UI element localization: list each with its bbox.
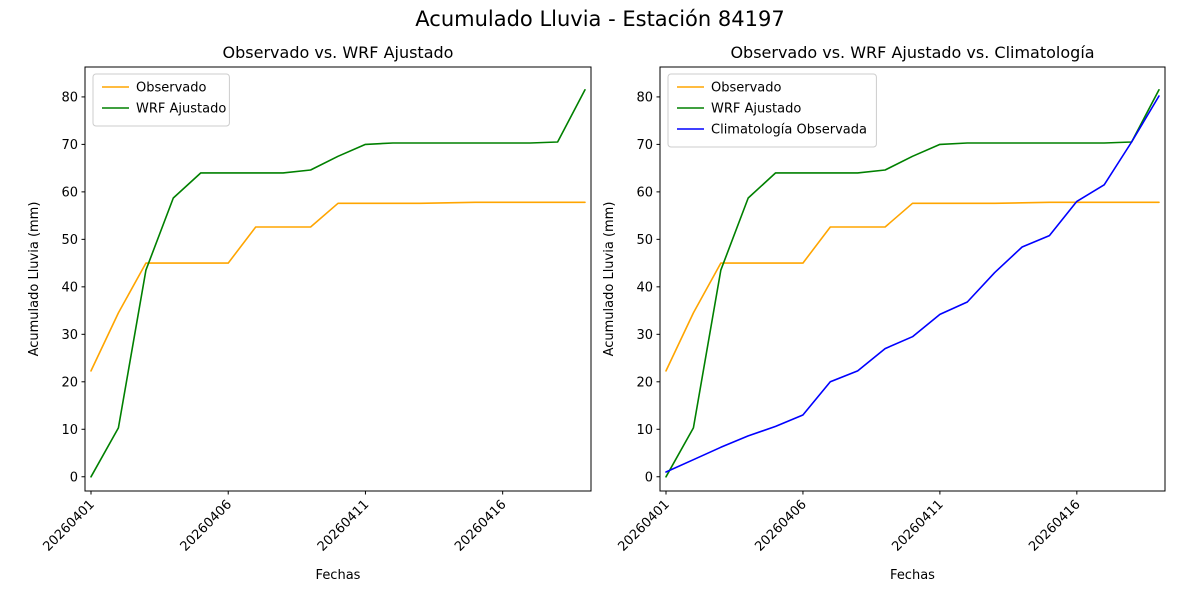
series-line-wrf-ajustado bbox=[665, 89, 1160, 478]
x-axis-label: Fechas bbox=[890, 568, 935, 583]
x-tick-label: 20260406 bbox=[178, 497, 235, 554]
legend-box bbox=[667, 73, 877, 148]
y-tick-label: 0 bbox=[645, 470, 653, 485]
series-line-observado bbox=[665, 201, 1160, 372]
y-tick-label: 30 bbox=[636, 328, 653, 343]
y-tick-label: 30 bbox=[61, 328, 78, 343]
axes-spines bbox=[659, 66, 1166, 492]
y-axis-label: Acumulado Lluvia (mm) bbox=[27, 202, 42, 357]
series-line-observado bbox=[90, 201, 586, 372]
chart-1-canvas: Observado vs. WRF Ajustado vs. Climatolo… bbox=[602, 43, 1166, 583]
y-tick-label: 20 bbox=[636, 375, 653, 390]
legend: Observado WRF Ajustado Climatología Observ… bbox=[667, 73, 877, 148]
legend-label-climatolog-a-observada: Climatología Observada bbox=[711, 123, 867, 138]
y-tick-label: 60 bbox=[636, 185, 653, 200]
legend-label-observado: Observado bbox=[136, 81, 207, 96]
legend: Observado WRF Ajustado bbox=[92, 73, 230, 127]
y-tick-label: 40 bbox=[61, 280, 78, 295]
y-tick-label: 20 bbox=[61, 375, 78, 390]
x-tick-label: 20260411 bbox=[889, 497, 946, 554]
subplot-observado-wrf-climatologia: Observado vs. WRF Ajustado vs. Climatolo… bbox=[600, 40, 1200, 600]
x-tick-label: 20260416 bbox=[452, 497, 509, 554]
chart-0-canvas: Observado vs. WRF Ajustado 0 10 20 30 40 50 60 7… bbox=[27, 43, 592, 583]
series-line-climatolog-a-observada bbox=[665, 95, 1160, 473]
y-tick-label: 50 bbox=[61, 233, 78, 248]
subplot-title: Observado vs. WRF Ajustado bbox=[223, 43, 454, 62]
y-tick-label: 80 bbox=[636, 90, 653, 105]
x-tick-label: 20260406 bbox=[752, 497, 809, 554]
x-axis-label: Fechas bbox=[316, 568, 361, 583]
subplot-title: Observado vs. WRF Ajustado vs. Climatolo… bbox=[730, 43, 1094, 62]
y-tick-label: 80 bbox=[61, 90, 78, 105]
figure-title: Acumulado Lluvia - Estación 84197 bbox=[415, 7, 785, 31]
subplot-observado-wrf: Observado vs. WRF Ajustado 0 10 20 30 40 50 60 7… bbox=[0, 40, 600, 600]
y-tick-label: 70 bbox=[636, 138, 653, 153]
legend-label-wrf-ajustado: WRF Ajustado bbox=[711, 102, 801, 117]
y-tick-label: 10 bbox=[636, 423, 653, 438]
y-tick-label: 50 bbox=[636, 233, 653, 248]
y-tick-label: 70 bbox=[61, 138, 78, 153]
y-tick-label: 40 bbox=[636, 280, 653, 295]
series-line-wrf-ajustado bbox=[90, 89, 586, 478]
y-tick-label: 0 bbox=[70, 470, 78, 485]
x-tick-label: 20260416 bbox=[1026, 497, 1083, 554]
x-tick-label: 20260401 bbox=[615, 497, 672, 554]
legend-label-observado: Observado bbox=[711, 81, 782, 96]
axes-spines bbox=[84, 66, 592, 492]
legend-label-wrf-ajustado: WRF Ajustado bbox=[136, 102, 226, 117]
y-axis-label: Acumulado Lluvia (mm) bbox=[602, 202, 617, 357]
y-tick-label: 10 bbox=[61, 423, 78, 438]
x-tick-label: 20260401 bbox=[40, 497, 97, 554]
y-tick-label: 60 bbox=[61, 185, 78, 200]
x-tick-label: 20260411 bbox=[315, 497, 372, 554]
